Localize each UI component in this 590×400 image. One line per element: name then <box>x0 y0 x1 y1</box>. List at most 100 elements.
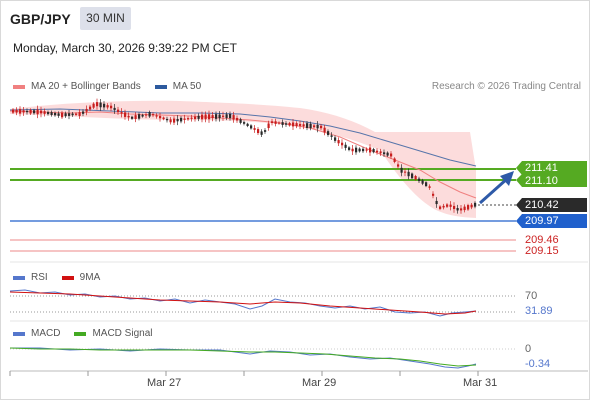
resistance-1-label: 211.41 <box>525 162 558 174</box>
candlesticks <box>12 98 477 214</box>
rsi-value-label: 31.89 <box>525 305 553 317</box>
candle-body <box>183 118 186 120</box>
candle-body <box>71 113 74 116</box>
legend-rsi: RSI <box>31 272 48 283</box>
candle-body <box>243 122 246 124</box>
candle-body <box>106 105 109 108</box>
bollinger-band <box>10 100 476 218</box>
candle-body <box>418 178 421 182</box>
candle-body <box>152 114 155 116</box>
x-label-mar-29: Mar 29 <box>302 377 337 389</box>
last-price-tag <box>516 198 587 212</box>
candle-body <box>201 114 204 120</box>
legend-macd-signal: MACD Signal <box>92 328 153 339</box>
candle-body <box>397 164 400 167</box>
candle-body <box>442 205 445 208</box>
rsi-level-label: 70 <box>525 290 538 302</box>
candle-body <box>358 148 361 152</box>
main-legend: MA 20 + Bollinger Bands MA 50 <box>13 81 215 92</box>
candle-body <box>124 112 127 117</box>
candle-body <box>127 115 130 118</box>
candle-body <box>19 109 22 114</box>
support-1-label: 209.46 <box>525 234 559 246</box>
resistance-1-tag <box>516 161 587 175</box>
legend-ma20-bollinger: MA 20 + Bollinger Bands <box>31 81 141 92</box>
candle-body <box>467 205 470 210</box>
forecast-arrow-head <box>500 171 514 186</box>
ma20-swatch <box>13 84 25 89</box>
candle-body <box>386 152 389 156</box>
candle-body <box>166 118 169 121</box>
pivot-label: 209.97 <box>525 215 559 227</box>
candle-body <box>425 182 428 187</box>
candle-body <box>92 103 95 108</box>
candle-body <box>460 208 463 211</box>
candle-body <box>78 112 81 116</box>
candle-body <box>281 122 284 125</box>
candle-body <box>327 131 330 135</box>
candle-body <box>145 114 148 116</box>
candle-body <box>271 121 274 123</box>
candle-body <box>29 109 32 114</box>
candle-body <box>141 114 144 117</box>
macd-line <box>10 347 477 369</box>
candle-body <box>229 113 232 119</box>
x-axis-ticks <box>9 371 479 376</box>
candle-body <box>369 147 372 153</box>
candle-body <box>215 114 218 119</box>
rsi-swatch <box>13 275 25 280</box>
candle-body <box>435 200 438 205</box>
candle-body <box>292 122 295 127</box>
candle-body <box>306 123 309 128</box>
candle-body <box>411 173 414 179</box>
candle-body <box>173 118 176 123</box>
candle-body <box>148 112 151 117</box>
candle-body <box>225 114 228 118</box>
macd-legend: MACD MACD Signal <box>13 328 166 339</box>
candle-body <box>176 118 179 122</box>
candle-body <box>64 113 67 117</box>
candle-body <box>365 149 368 151</box>
candle-body <box>400 167 403 173</box>
candle-body <box>449 204 452 207</box>
candle-body <box>169 119 172 123</box>
datetime-label: Monday, March 30, 2026 9:39:22 PM CET <box>13 41 237 55</box>
candle-body <box>33 110 36 114</box>
candle-body <box>407 171 410 177</box>
candle-body <box>50 112 53 115</box>
candle-body <box>456 208 459 211</box>
candle-body <box>253 128 256 130</box>
candle-body <box>15 109 18 113</box>
candle-body <box>278 122 281 124</box>
candle-body <box>351 148 354 152</box>
candle-body <box>260 131 263 135</box>
candle-body <box>204 114 207 120</box>
candle-body <box>302 124 305 127</box>
candle-body <box>362 148 365 152</box>
candle-body <box>246 123 249 127</box>
x-label-mar-27: Mar 27 <box>147 377 182 389</box>
ma50-swatch <box>154 84 167 89</box>
candle-body <box>162 117 165 120</box>
forecast-arrow-shaft <box>479 176 509 205</box>
candle-body <box>470 204 473 208</box>
candle-body <box>257 129 260 134</box>
candle-body <box>211 115 214 119</box>
candle-body <box>320 125 323 129</box>
macd-signal-line <box>9 347 477 367</box>
candle-body <box>218 114 221 119</box>
legend-ma50: MA 50 <box>172 81 202 92</box>
candle-body <box>159 116 162 119</box>
candle-body <box>393 158 396 162</box>
candle-body <box>355 147 358 153</box>
timeframe-button[interactable]: 30 MIN <box>80 7 131 30</box>
candle-body <box>190 117 193 119</box>
legend-9ma: 9MA <box>79 272 101 283</box>
pivot-tag <box>516 214 587 228</box>
candle-body <box>75 113 78 115</box>
candle-body <box>334 137 337 141</box>
candle-body <box>131 116 134 119</box>
candle-body <box>432 193 435 196</box>
candle-body <box>421 180 424 184</box>
candle-body <box>222 115 225 117</box>
